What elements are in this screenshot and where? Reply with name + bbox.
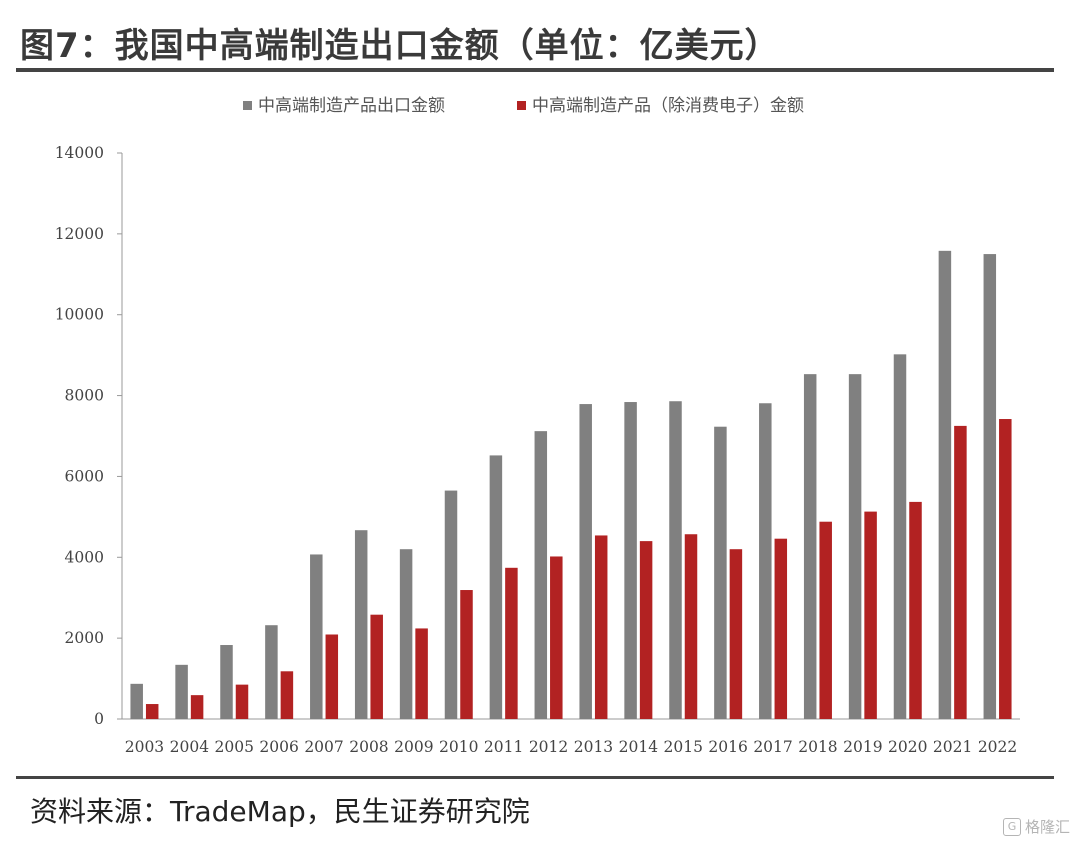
x-tick-label: 2022 xyxy=(978,738,1017,756)
bar-export-total-2005 xyxy=(220,645,233,719)
bar-export-ex-electronics-2020 xyxy=(909,501,922,719)
y-tick-label: 12000 xyxy=(55,225,104,243)
x-tick-label: 2013 xyxy=(574,738,613,756)
y-tick-label: 2000 xyxy=(65,629,104,647)
bottom-rule xyxy=(16,776,1054,779)
x-tick-label: 2009 xyxy=(394,738,433,756)
bar-export-ex-electronics-2011 xyxy=(505,567,518,719)
source-note: 资料来源：TradeMap，民生证券研究院 xyxy=(30,795,530,828)
bar-export-total-2019 xyxy=(848,374,862,719)
bar-export-ex-electronics-2006 xyxy=(280,671,294,719)
bar-export-total-2003 xyxy=(130,683,143,719)
legend-label-2: 中高端制造产品（除消费电子）金额 xyxy=(532,96,804,116)
x-tick-label: 2012 xyxy=(529,738,568,756)
x-tick-label: 2014 xyxy=(619,738,659,756)
y-tick-label: 14000 xyxy=(55,144,104,162)
x-tick-label: 2011 xyxy=(484,738,523,756)
bar-export-ex-electronics-2017 xyxy=(774,538,788,719)
watermark-logo-icon: G xyxy=(1002,817,1021,836)
bar-export-ex-electronics-2021 xyxy=(954,425,967,719)
bar-export-ex-electronics-2008 xyxy=(370,614,383,719)
top-rule xyxy=(16,68,1054,72)
bar-export-total-2012 xyxy=(534,431,548,719)
bar-export-ex-electronics-2009 xyxy=(415,628,428,719)
chart-title: 图7：我国中高端制造出口金额（单位：亿美元） xyxy=(20,26,780,66)
x-tick-label: 2017 xyxy=(753,738,792,756)
x-tick-label: 2005 xyxy=(215,738,254,756)
x-tick-label: 2007 xyxy=(304,738,343,756)
bar-export-ex-electronics-2010 xyxy=(460,590,473,719)
bar-export-ex-electronics-2018 xyxy=(819,521,832,719)
y-tick-label: 10000 xyxy=(55,306,104,324)
y-tick-label: 6000 xyxy=(65,467,104,485)
bar-export-total-2021 xyxy=(938,250,952,719)
x-tick-label: 2018 xyxy=(798,738,837,756)
bar-export-total-2022 xyxy=(983,254,997,720)
bar-export-total-2015 xyxy=(669,401,682,719)
bar-export-ex-electronics-2005 xyxy=(235,684,249,719)
x-tick-label: 2020 xyxy=(888,738,927,756)
bar-export-total-2011 xyxy=(489,455,503,719)
bar-export-ex-electronics-2022 xyxy=(999,419,1012,719)
bar-export-total-2009 xyxy=(399,549,413,719)
bar-export-ex-electronics-2007 xyxy=(325,634,339,719)
bar-export-ex-electronics-2015 xyxy=(684,534,698,719)
bar-export-total-2020 xyxy=(893,354,907,719)
y-tick-label: 8000 xyxy=(65,387,104,405)
bar-export-total-2016 xyxy=(714,426,727,719)
bar-export-total-2007 xyxy=(310,554,323,719)
x-tick-label: 2004 xyxy=(170,738,210,756)
legend-swatch-1 xyxy=(243,101,252,110)
x-tick-label: 2015 xyxy=(664,738,703,756)
bar-export-ex-electronics-2013 xyxy=(594,535,608,719)
bar-export-ex-electronics-2004 xyxy=(190,695,204,719)
bar-export-total-2004 xyxy=(175,664,188,719)
watermark-text: 格隆汇 xyxy=(1024,818,1070,836)
x-tick-label: 2008 xyxy=(349,738,388,756)
bar-export-total-2006 xyxy=(265,625,278,719)
watermark: G 格隆汇 xyxy=(1002,816,1070,837)
bar-export-total-2010 xyxy=(444,490,458,719)
bar-export-ex-electronics-2014 xyxy=(639,541,653,719)
x-tick-label: 2006 xyxy=(259,738,298,756)
bar-export-total-2013 xyxy=(579,404,592,719)
x-tick-label: 2021 xyxy=(933,738,972,756)
bar-export-ex-electronics-2019 xyxy=(864,511,877,719)
x-tick-label: 2010 xyxy=(439,738,478,756)
bar-export-total-2018 xyxy=(803,374,817,719)
bar-export-total-2017 xyxy=(759,403,772,719)
x-tick-label: 2003 xyxy=(125,738,164,756)
bar-export-ex-electronics-2012 xyxy=(550,556,563,719)
bar-chart: 0 2000 4000 6000 8000 10000 12000 14000 2003 2004… xyxy=(55,96,1020,756)
legend-swatch-2 xyxy=(517,101,526,110)
y-tick-label: 0 xyxy=(94,710,104,728)
bar-export-total-2014 xyxy=(624,402,637,719)
bar-export-ex-electronics-2016 xyxy=(729,549,743,719)
x-tick-label: 2016 xyxy=(708,738,747,756)
bar-export-total-2008 xyxy=(354,530,368,719)
legend-label-1: 中高端制造产品出口金额 xyxy=(258,96,445,116)
x-tick-label: 2019 xyxy=(843,738,882,756)
bar-export-ex-electronics-2003 xyxy=(145,704,159,719)
y-tick-label: 4000 xyxy=(65,548,104,566)
